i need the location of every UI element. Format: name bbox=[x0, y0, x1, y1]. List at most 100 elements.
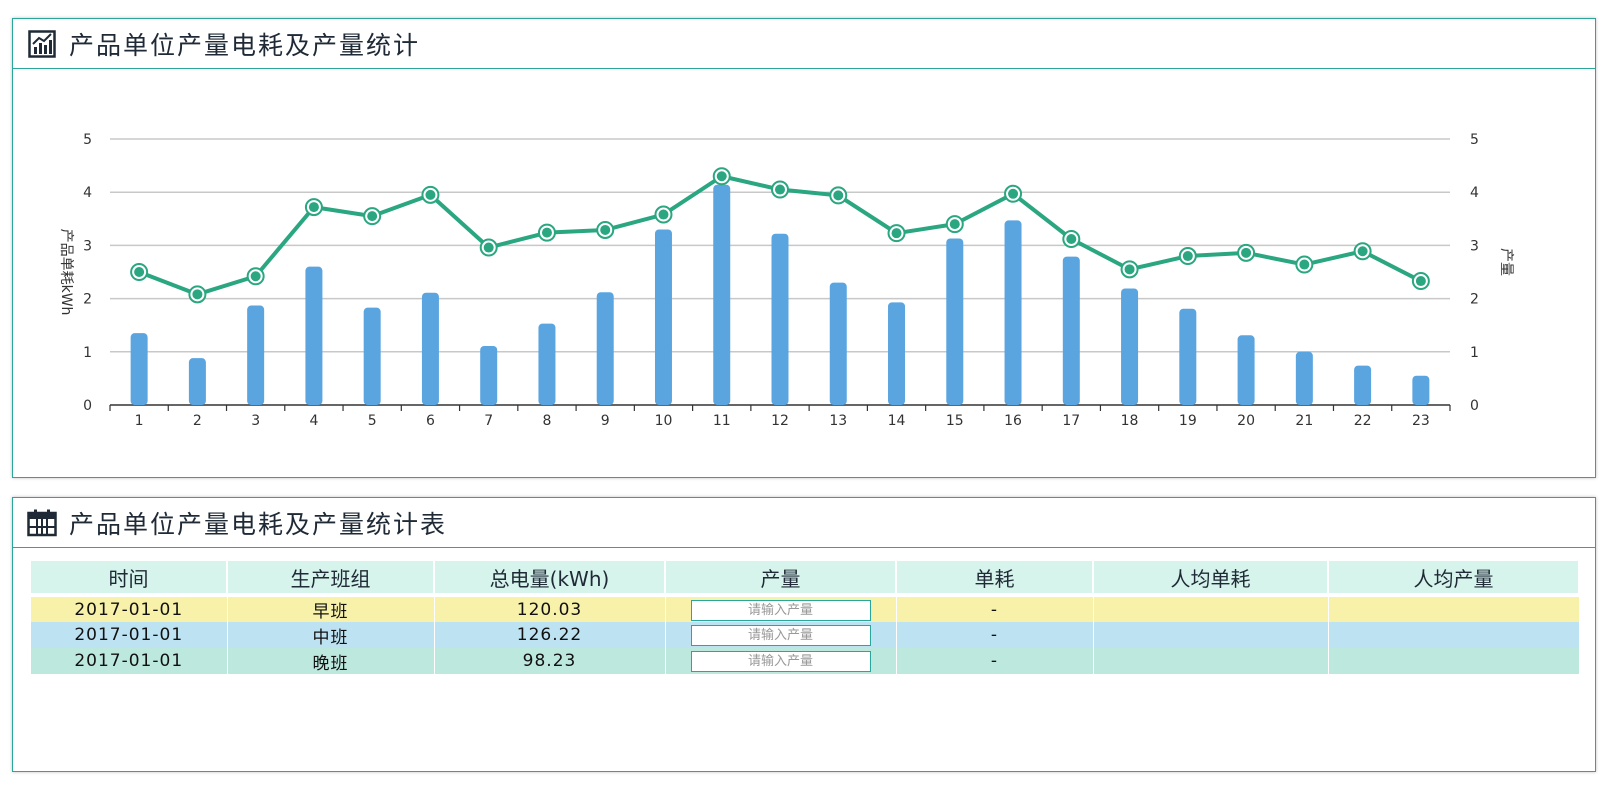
x-tick-label: 7 bbox=[484, 413, 493, 429]
line-chart-icon bbox=[27, 29, 57, 59]
y-tick-label-right: 3 bbox=[1470, 238, 1479, 254]
x-tick-label: 23 bbox=[1412, 413, 1430, 429]
x-tick-label: 20 bbox=[1237, 413, 1255, 429]
cell-unit: - bbox=[896, 648, 1094, 674]
y-tick-label-left: 2 bbox=[83, 292, 92, 308]
cell-unit: - bbox=[896, 622, 1094, 648]
x-tick-label: 6 bbox=[426, 413, 435, 429]
cell-unit: - bbox=[896, 595, 1094, 622]
line-point bbox=[1299, 259, 1310, 270]
header-shift: 生产班组 bbox=[227, 561, 435, 597]
line-point bbox=[600, 224, 611, 235]
table-header-row: 时间 生产班组 总电量(kWh) 产量 单耗 人均单耗 人均产量 bbox=[31, 561, 1580, 597]
bar bbox=[538, 323, 556, 405]
x-tick-label: 9 bbox=[601, 413, 610, 429]
stats-table: 时间 生产班组 总电量(kWh) 产量 单耗 人均单耗 人均产量 2017-01… bbox=[31, 561, 1580, 674]
line-point bbox=[425, 189, 436, 200]
y-tick-label-left: 5 bbox=[83, 132, 92, 148]
bar bbox=[654, 229, 672, 405]
bar bbox=[1354, 365, 1372, 405]
line-point bbox=[367, 211, 378, 222]
line-point bbox=[1066, 234, 1077, 245]
line-point bbox=[483, 242, 494, 253]
chart: 0 01 12 23 34 45 51 2 3 4 5 6 7 8 9 10 11 12 13 14 15 16 17 18 1… bbox=[58, 132, 1514, 429]
bar bbox=[1295, 351, 1313, 405]
bar bbox=[771, 233, 789, 405]
line-point bbox=[1124, 264, 1135, 275]
x-tick-label: 5 bbox=[368, 413, 377, 429]
bar bbox=[1179, 308, 1197, 405]
line-point bbox=[658, 209, 669, 220]
line-point bbox=[1182, 251, 1193, 262]
bar bbox=[829, 282, 847, 405]
y-tick-label-left: 3 bbox=[83, 238, 92, 254]
calendar-icon bbox=[27, 508, 57, 538]
bar bbox=[188, 358, 206, 405]
chart-panel-header: 产品单位产量电耗及产量统计 bbox=[13, 19, 1595, 69]
table-title: 产品单位产量电耗及产量统计表 bbox=[69, 509, 448, 539]
bar bbox=[888, 302, 906, 405]
cell-power: 120.03 bbox=[434, 595, 666, 622]
bar bbox=[946, 238, 964, 405]
quantity-input[interactable] bbox=[690, 599, 871, 621]
cell-quantity bbox=[665, 595, 897, 622]
header-avg-unit-consumption: 人均单耗 bbox=[1093, 561, 1329, 597]
y-tick-label-right: 0 bbox=[1470, 398, 1479, 414]
bar bbox=[596, 292, 614, 405]
stats-table-wrapper: 时间 生产班组 总电量(kWh) 产量 单耗 人均单耗 人均产量 2017-01… bbox=[31, 561, 1580, 674]
bar bbox=[1237, 335, 1255, 405]
cell-date: 2017-01-01 bbox=[31, 595, 228, 622]
quantity-input[interactable] bbox=[690, 651, 871, 672]
line-point bbox=[949, 219, 960, 230]
x-tick-label: 22 bbox=[1354, 413, 1372, 429]
table-panel: 产品单位产量电耗及产量统计表 时间 生产班组 总电量(kWh) 产量 单耗 人均… bbox=[12, 497, 1596, 772]
bar bbox=[305, 266, 323, 405]
y-tick-label-left: 0 bbox=[83, 398, 92, 414]
y-axis-title-left: 产品单耗kWh bbox=[58, 229, 74, 316]
y-tick-label-right: 4 bbox=[1470, 185, 1479, 201]
line-point bbox=[891, 228, 902, 239]
x-tick-label: 21 bbox=[1295, 413, 1313, 429]
x-tick-label: 12 bbox=[771, 413, 789, 429]
bar bbox=[247, 305, 265, 405]
line-point bbox=[250, 271, 261, 282]
bar bbox=[480, 345, 498, 405]
x-tick-label: 13 bbox=[829, 413, 847, 429]
table-row: 2017-01-01 晚班 98.23 - bbox=[31, 648, 1580, 674]
header-unit-consumption: 单耗 bbox=[896, 561, 1094, 597]
x-tick-label: 11 bbox=[713, 413, 731, 429]
cell-avg-qty bbox=[1328, 648, 1580, 674]
line-point bbox=[833, 190, 844, 201]
table-row: 2017-01-01 早班 120.03 - bbox=[31, 595, 1580, 622]
y-tick-label-right: 5 bbox=[1470, 132, 1479, 148]
cell-shift: 早班 bbox=[227, 595, 435, 622]
x-tick-label: 8 bbox=[542, 413, 551, 429]
line-point bbox=[775, 184, 785, 195]
line-point bbox=[541, 227, 552, 238]
line-point bbox=[1008, 188, 1019, 199]
chart-title: 产品单位产量电耗及产量统计 bbox=[69, 30, 421, 60]
header-avg-quantity: 人均产量 bbox=[1328, 561, 1580, 597]
line-point bbox=[1357, 246, 1368, 257]
chart-panel: 产品单位产量电耗及产量统计 0 0 1 1 2 2 3 3 4 4 5 5 1 2 3 4 5 6 7 8 9 10 11 1… bbox=[12, 18, 1596, 478]
y-tick-label-right: 1 bbox=[1470, 345, 1479, 361]
bar bbox=[1062, 256, 1080, 405]
bar bbox=[1004, 220, 1022, 405]
line-point bbox=[192, 289, 203, 300]
line-point bbox=[1415, 276, 1426, 287]
line-point bbox=[716, 171, 727, 182]
bar bbox=[363, 307, 381, 405]
x-tick-label: 4 bbox=[309, 413, 318, 429]
quantity-input[interactable] bbox=[690, 625, 871, 646]
cell-avg-qty bbox=[1328, 595, 1580, 622]
cell-avg-unit bbox=[1093, 622, 1329, 648]
bar bbox=[1412, 375, 1430, 405]
x-tick-label: 18 bbox=[1121, 413, 1139, 429]
cell-shift: 晚班 bbox=[227, 648, 435, 674]
y-tick-label-left: 1 bbox=[83, 345, 92, 361]
bar bbox=[130, 333, 148, 405]
header-quantity: 产量 bbox=[665, 561, 897, 597]
cell-avg-qty bbox=[1328, 622, 1580, 648]
cell-date: 2017-01-01 bbox=[31, 648, 228, 674]
table-row: 2017-01-01 中班 126.22 - bbox=[31, 622, 1580, 648]
